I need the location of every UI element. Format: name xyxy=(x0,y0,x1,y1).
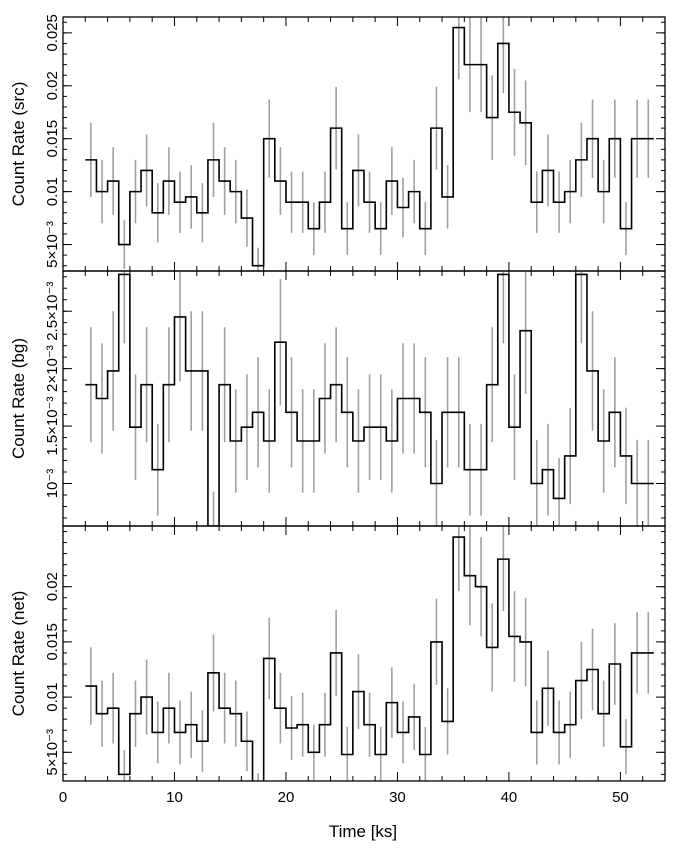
y-tick-label: 2.5×10⁻³ xyxy=(44,282,61,341)
x-tick-label: 30 xyxy=(389,789,406,806)
y-tick-label: 0.015 xyxy=(44,120,61,158)
y-tick-label: 0.015 xyxy=(44,623,61,661)
y-tick-label: 0.02 xyxy=(44,71,61,100)
x-tick-label: 0 xyxy=(59,789,67,806)
series-step-line xyxy=(85,26,654,267)
panel-2-plot-area xyxy=(85,271,654,526)
x-tick-label: 20 xyxy=(278,789,295,806)
y-tick-label: 0.01 xyxy=(44,177,61,206)
panel-frame xyxy=(62,525,666,782)
y-tick-label: 10⁻³ xyxy=(44,469,61,499)
series-step-line xyxy=(85,273,654,526)
y-axis-label: Count Rate (net) xyxy=(9,591,28,717)
panels-layer: 5×10⁻³ 0.01 0.015 0.02 0.025 Count Rate (src)… xyxy=(9,14,666,806)
y-tick-label: 0.025 xyxy=(44,14,61,52)
panel-3: 5×10⁻³ 0.01 0.015 0.02 Count Rate (net) 0 10 20… xyxy=(9,525,666,806)
panel-2: 10⁻³ 1.5×10⁻³ 2×10⁻³ 2.5×10⁻³ Count Rate (bg… xyxy=(9,270,666,527)
panel-frame xyxy=(62,16,666,272)
y-tick-label: 2×10⁻³ xyxy=(44,345,61,392)
y-axis-label: Count Rate (bg) xyxy=(9,338,28,459)
panel-frame xyxy=(62,270,666,527)
x-tick-label: 50 xyxy=(612,789,629,806)
y-tick-label: 5×10⁻³ xyxy=(44,221,61,268)
panel-1-plot-area xyxy=(85,17,654,271)
y-tick-label: 1.5×10⁻³ xyxy=(44,396,61,455)
panel-1: 5×10⁻³ 0.01 0.015 0.02 0.025 Count Rate (src) xyxy=(9,14,666,272)
panel-3-plot-area xyxy=(85,526,654,781)
y-tick-label: 0.02 xyxy=(44,572,61,601)
y-tick-label: 0.01 xyxy=(44,683,61,712)
y-axis-label: Count Rate (src) xyxy=(9,82,28,207)
y-tick-label: 5×10⁻³ xyxy=(44,729,61,776)
x-tick-label: 40 xyxy=(501,789,518,806)
x-tick-label: 10 xyxy=(166,789,183,806)
series-step-line xyxy=(85,536,654,781)
x-axis-label: Time [ks] xyxy=(329,822,397,841)
